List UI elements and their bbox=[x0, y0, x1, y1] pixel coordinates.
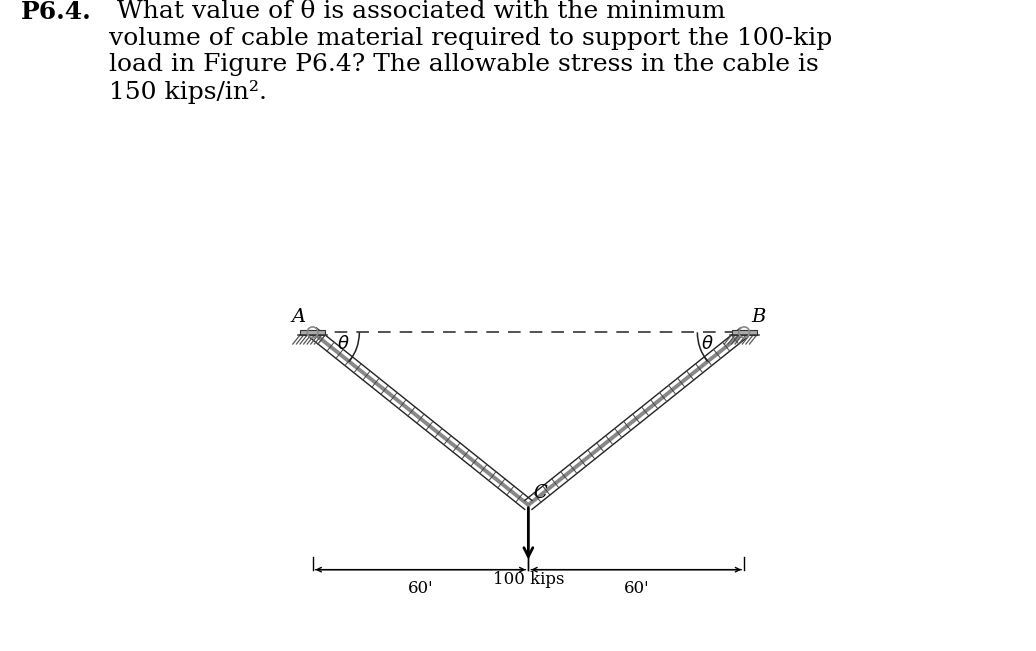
Text: $\theta$: $\theta$ bbox=[701, 335, 714, 353]
Text: 100 kips: 100 kips bbox=[492, 572, 565, 589]
Bar bbox=[731, 329, 756, 335]
Text: B: B bbox=[751, 307, 766, 326]
Text: P6.4.: P6.4. bbox=[21, 0, 91, 24]
Text: What value of θ is associated with the minimum
volume of cable material required: What value of θ is associated with the m… bbox=[109, 0, 832, 104]
Text: A: A bbox=[291, 307, 306, 326]
Text: 60': 60' bbox=[624, 581, 649, 598]
Text: 60': 60' bbox=[408, 581, 433, 598]
Bar bbox=[300, 329, 325, 335]
Text: $\theta$: $\theta$ bbox=[337, 335, 349, 353]
Text: C: C bbox=[534, 484, 547, 502]
